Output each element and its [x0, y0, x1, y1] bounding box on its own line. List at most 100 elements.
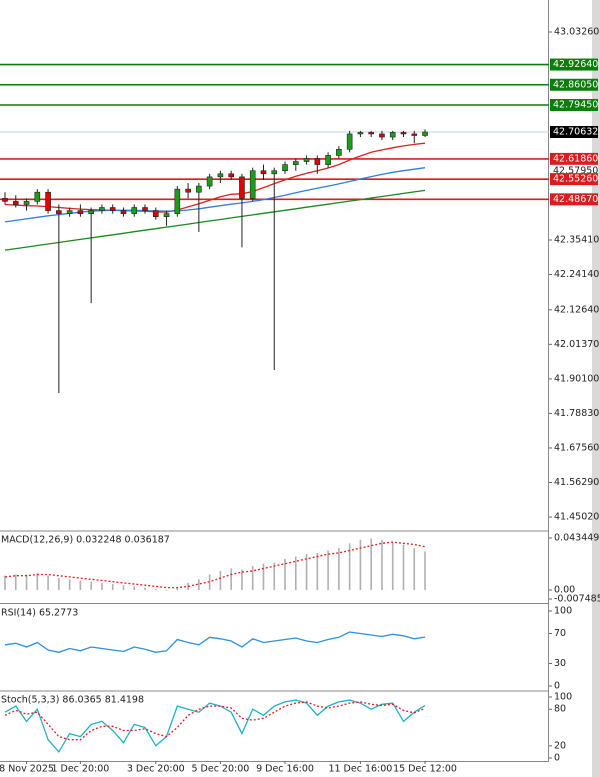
- level-tag-label: 42.61860: [553, 153, 598, 164]
- macd-bar: [251, 566, 254, 591]
- candle-body: [379, 133, 385, 138]
- candle-body: [303, 158, 310, 162]
- indicator-line: [4, 631, 426, 653]
- y-tick-label: 80: [554, 704, 566, 715]
- level-tag: [550, 173, 598, 186]
- macd-bar: [154, 588, 157, 591]
- moving-average: [4, 167, 426, 223]
- candle-body: [228, 173, 234, 178]
- x-tick-label: 9 Dec 16:00: [256, 764, 314, 775]
- macd-bar: [133, 586, 136, 591]
- x-tick-label: 1 Dec 20:00: [51, 764, 109, 775]
- candle-body: [66, 210, 73, 214]
- candle-body: [249, 170, 256, 199]
- macd-bar: [359, 539, 362, 591]
- macd-bar: [68, 579, 71, 591]
- y-tick-label: 41.67560: [554, 442, 599, 453]
- candle-body: [206, 176, 213, 187]
- macd-bar: [122, 585, 125, 591]
- y-tick-label: -0.007485: [554, 594, 600, 605]
- candle-body: [260, 170, 267, 175]
- y-tick-label: 30: [554, 658, 566, 669]
- candle-body: [282, 164, 288, 172]
- y-tick-label: 100: [554, 606, 572, 617]
- level-tag-label: 42.48670: [553, 194, 598, 205]
- level-tag-label: 42.55260: [553, 174, 598, 185]
- y-tick-label: 70: [554, 628, 566, 639]
- candle-body: [163, 213, 170, 218]
- candle-body: [346, 133, 353, 150]
- y-tick-label: 41.56290: [554, 477, 599, 488]
- indicator-title: RSI(14) 65.2773: [1, 608, 78, 619]
- candle-body: [357, 132, 364, 135]
- level-tag-label: 42.86050: [553, 79, 598, 90]
- x-tick-label: 3 Dec 20:00: [127, 764, 185, 775]
- candle-body: [45, 191, 51, 211]
- y-tick-label: 41.90100: [554, 373, 599, 384]
- candle-body: [239, 176, 245, 199]
- macd-bar: [47, 575, 49, 591]
- macd-bar: [338, 548, 340, 591]
- macd-bar: [14, 574, 17, 591]
- candle-body: [314, 158, 321, 165]
- macd-bar: [294, 556, 297, 591]
- candle-body: [152, 210, 159, 218]
- y-tick-label: 42.35410: [554, 234, 599, 245]
- candle-body: [120, 210, 127, 214]
- moving-average: [4, 142, 426, 213]
- candle-body: [422, 131, 428, 136]
- indicator-title: Stoch(5,3,3) 86.0365 81.4198: [1, 695, 144, 706]
- y-tick-label: 0: [554, 681, 560, 692]
- y-tick-label: 0.043449: [554, 533, 599, 544]
- macd-bar: [241, 569, 243, 591]
- candle-body: [336, 148, 342, 156]
- candle-body: [174, 188, 181, 214]
- candle-body: [292, 161, 299, 165]
- candle-body: [368, 132, 374, 135]
- x-tick-label: 8 Nov 2025: [0, 764, 54, 775]
- macd-bar: [391, 542, 394, 591]
- macd-bar: [36, 573, 39, 591]
- y-tick-label: 0.00: [554, 585, 575, 596]
- macd-bar: [273, 562, 276, 591]
- macd-bar: [219, 570, 222, 591]
- macd-bar: [165, 590, 168, 591]
- macd-bar: [230, 568, 232, 591]
- y-tick-label: 42.12640: [554, 304, 599, 315]
- indicator-line: [4, 699, 426, 754]
- x-tick-label: 11 Dec 16:00: [328, 764, 392, 775]
- level-tag: [550, 78, 598, 91]
- level-tag: [550, 152, 598, 165]
- macd-bar: [4, 575, 6, 591]
- level-tag-label: 42.92640: [553, 59, 598, 70]
- level-tag-label: 42.57950: [553, 165, 598, 176]
- y-tick-label: 0: [554, 752, 560, 763]
- level-tag: [550, 58, 598, 71]
- macd-bar: [111, 584, 114, 591]
- level-tag-label: 42.79450: [553, 99, 598, 110]
- moving-average: [4, 189, 426, 251]
- candle-body: [34, 191, 41, 202]
- macd-bar: [101, 582, 103, 591]
- macd-bar: [370, 538, 372, 591]
- level-tag: [550, 98, 598, 111]
- macd-bar: [316, 552, 319, 591]
- candle-body: [109, 207, 116, 211]
- macd-bar: [402, 544, 405, 591]
- macd-bar: [25, 574, 28, 591]
- x-tick-label: 5 Dec 20:00: [191, 764, 249, 775]
- y-tick-label: 43.03260: [554, 27, 599, 38]
- indicator-line: [4, 701, 426, 741]
- candle-body: [389, 132, 396, 138]
- candle-body: [131, 207, 138, 214]
- macd-bar: [176, 587, 179, 591]
- candle-body: [2, 198, 8, 202]
- macd-bar: [90, 581, 92, 591]
- macd-bar: [79, 580, 82, 591]
- macd-bar: [381, 539, 383, 591]
- candle-body: [400, 132, 407, 135]
- level-tag: [550, 193, 598, 206]
- macd-bar: [348, 543, 351, 591]
